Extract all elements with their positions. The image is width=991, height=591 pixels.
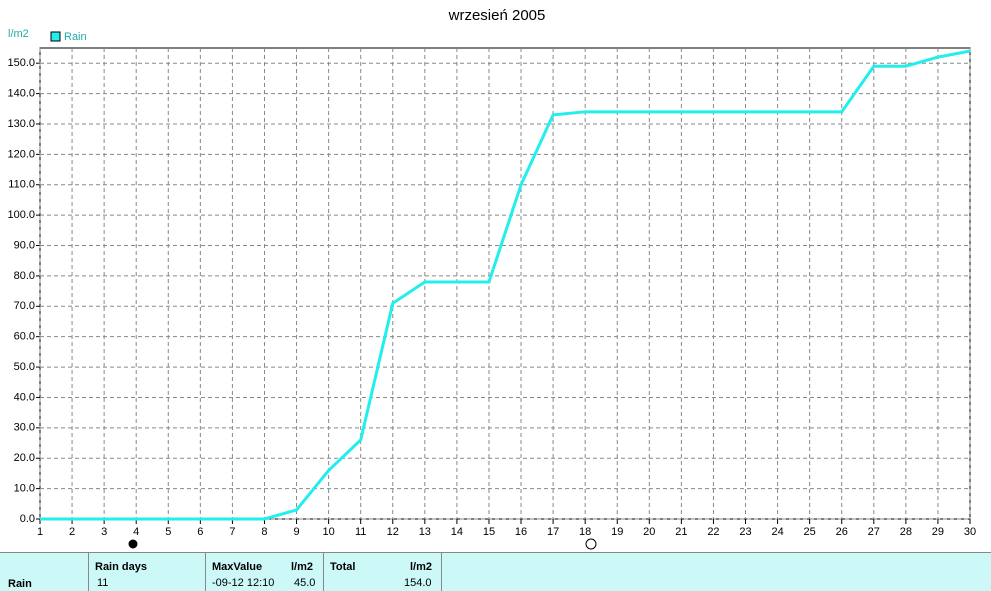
x-tick-label: 23	[739, 526, 751, 538]
y-tick-label: 150.0	[7, 57, 35, 69]
y-tick-label: 130.0	[7, 118, 35, 130]
x-tick-label: 14	[451, 526, 463, 538]
x-tick-label: 6	[197, 526, 203, 538]
x-tick-label: 3	[101, 526, 107, 538]
y-tick-label: 40.0	[14, 391, 35, 403]
y-tick-label: 50.0	[14, 361, 35, 373]
y-tick-label: 90.0	[14, 239, 35, 251]
chart: wrzesień 2005 l/m2 0.0 10.0 20.0 30.0 40.0 50…	[7, 7, 976, 550]
y-tick-label: 10.0	[14, 483, 35, 495]
data-line	[40, 49, 971, 521]
y-tick-label: 30.0	[14, 422, 35, 434]
x-tick-label: 12	[387, 526, 399, 538]
separator	[88, 553, 89, 591]
x-tick-label: 19	[611, 526, 623, 538]
plot-area	[39, 47, 971, 520]
x-tick-label: 2	[69, 526, 75, 538]
y-axis-label: l/m2	[8, 28, 29, 40]
y-tick-label: 70.0	[14, 300, 35, 312]
header: l/m2	[291, 561, 314, 573]
chart-title: wrzesień 2005	[448, 7, 546, 24]
cell: -09-12 12:10	[212, 577, 275, 589]
y-tick-label: 100.0	[7, 209, 35, 221]
separator	[323, 553, 324, 591]
x-tick-label: 20	[643, 526, 655, 538]
x-tick-label: 13	[419, 526, 431, 538]
x-tick-label: 11	[355, 526, 366, 538]
x-tick-label: 26	[836, 526, 848, 538]
x-tick-label: 30	[964, 526, 976, 538]
x-tick-label: 5	[165, 526, 171, 538]
header: Total	[330, 561, 356, 573]
x-tick-label: 22	[707, 526, 719, 538]
x-tick-label: 18	[579, 526, 591, 538]
legend-label: Rain	[64, 31, 87, 43]
x-tick-label: 21	[675, 526, 687, 538]
y-tick-label: 110.0	[8, 179, 35, 191]
y-tick-label: 80.0	[14, 270, 35, 282]
header: MaxValue	[212, 561, 263, 573]
separator	[441, 553, 442, 591]
y-tick-label: 60.0	[14, 331, 35, 343]
y-tick-label: 120.0	[7, 148, 35, 160]
moon-icon	[585, 538, 597, 550]
y-tick-label: 20.0	[14, 452, 35, 464]
x-tick-label: 27	[868, 526, 880, 538]
header: Rain days	[95, 561, 147, 573]
moon-icon	[128, 539, 138, 549]
x-tick-label: 28	[900, 526, 912, 538]
cell: 154.0	[404, 577, 432, 589]
x-tick-label: 9	[293, 526, 299, 538]
x-tick-label: 25	[804, 526, 816, 538]
x-tick-label: 4	[133, 526, 139, 538]
header: l/m2	[410, 561, 433, 573]
cell: 11	[97, 577, 109, 589]
separator	[205, 553, 206, 591]
x-tick-label: 24	[771, 526, 783, 538]
x-tick-label: 8	[261, 526, 267, 538]
row-label: Rain	[8, 578, 32, 590]
y-tick-label: 0.0	[20, 513, 35, 525]
x-tick-label: 29	[932, 526, 944, 538]
x-tick-label: 17	[547, 526, 559, 538]
cell: 45.0	[294, 577, 316, 589]
x-tick-label: 1	[37, 526, 43, 538]
x-tick-label: 7	[229, 526, 235, 538]
x-tick-label: 15	[483, 526, 495, 538]
x-tick-label: 10	[322, 526, 334, 538]
x-tick-label: 16	[515, 526, 527, 538]
legend-swatch	[50, 31, 61, 42]
summary-table: Rain Rain days 11 MaxValue l/m2 -09-12 1…	[0, 552, 991, 591]
y-tick-label: 140.0	[7, 87, 35, 99]
